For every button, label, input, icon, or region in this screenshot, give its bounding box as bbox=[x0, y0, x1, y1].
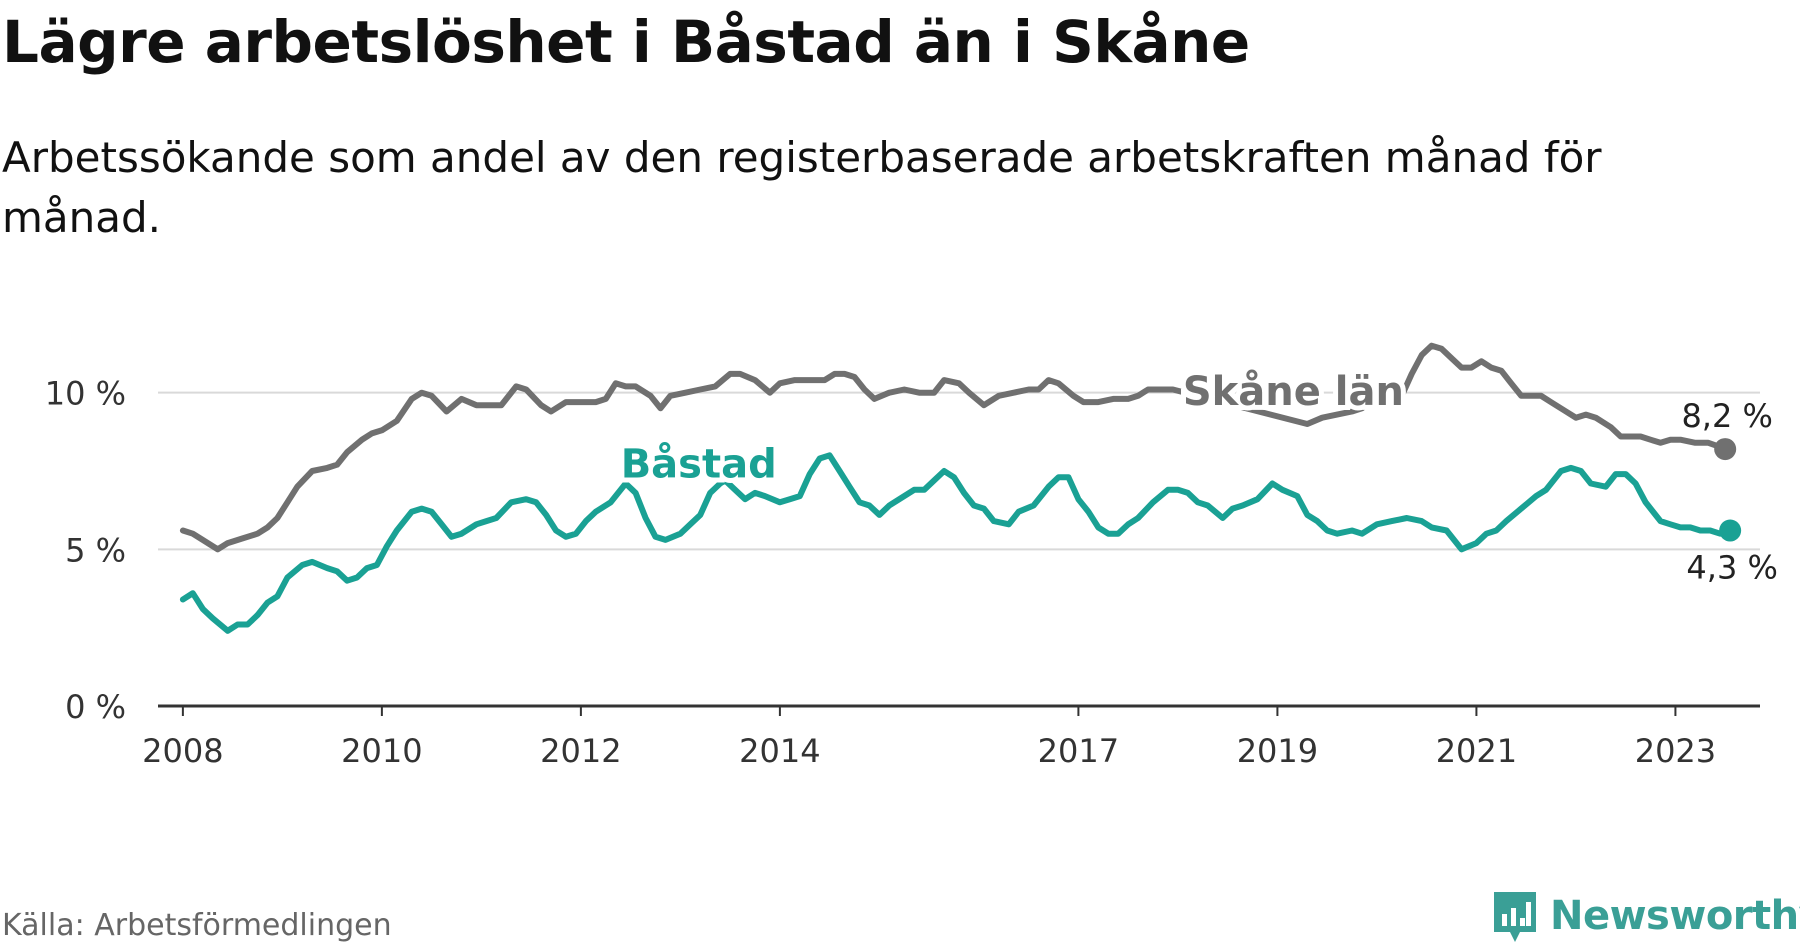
brand-logo[interactable]: Newsworthy bbox=[1490, 888, 1800, 944]
x-tick-label: 2008 bbox=[142, 732, 223, 770]
end-label-skane: 8,2 % bbox=[1681, 397, 1772, 435]
x-tick-label: 2023 bbox=[1635, 732, 1716, 770]
series-line-skane bbox=[179, 342, 1729, 553]
brand-name: Newsworthy bbox=[1550, 893, 1800, 939]
chart-subtitle: Arbetssökande som andel av den registerb… bbox=[2, 133, 1602, 242]
y-tick-label: 5 % bbox=[65, 531, 126, 569]
end-point-skane bbox=[1714, 438, 1737, 461]
series-label-bastad: Båstad bbox=[621, 440, 777, 487]
source-note: Källa: Arbetsförmedlingen bbox=[2, 908, 392, 943]
y-tick-label: 0 % bbox=[65, 688, 126, 726]
axes: 0 % 5 % 10 % 2008 2010 2012 2014 2017 2019 2021 20… bbox=[45, 375, 1760, 770]
x-tick-label: 2021 bbox=[1436, 732, 1517, 770]
end-point-bastad bbox=[1719, 519, 1742, 542]
newsworthy-logo-icon bbox=[1494, 892, 1536, 942]
x-tick-label: 2010 bbox=[341, 732, 422, 770]
y-tick-label: 10 % bbox=[45, 375, 126, 413]
series-line-bastad bbox=[179, 452, 1734, 634]
chart-title: Lägre arbetslöshet i Båstad än i Skåne bbox=[2, 8, 1250, 76]
x-tick-label: 2014 bbox=[739, 732, 820, 770]
x-tick-label: 2019 bbox=[1237, 732, 1318, 770]
end-label-bastad: 4,3 % bbox=[1686, 549, 1777, 587]
x-tick-label: 2012 bbox=[540, 732, 621, 770]
x-tick-label: 2017 bbox=[1038, 732, 1119, 770]
series-labels: 8,2 % 4,3 % Skåne län Båstad bbox=[616, 363, 1778, 587]
series-label-skane: Skåne län bbox=[1183, 368, 1404, 415]
series-lines bbox=[179, 342, 1742, 634]
